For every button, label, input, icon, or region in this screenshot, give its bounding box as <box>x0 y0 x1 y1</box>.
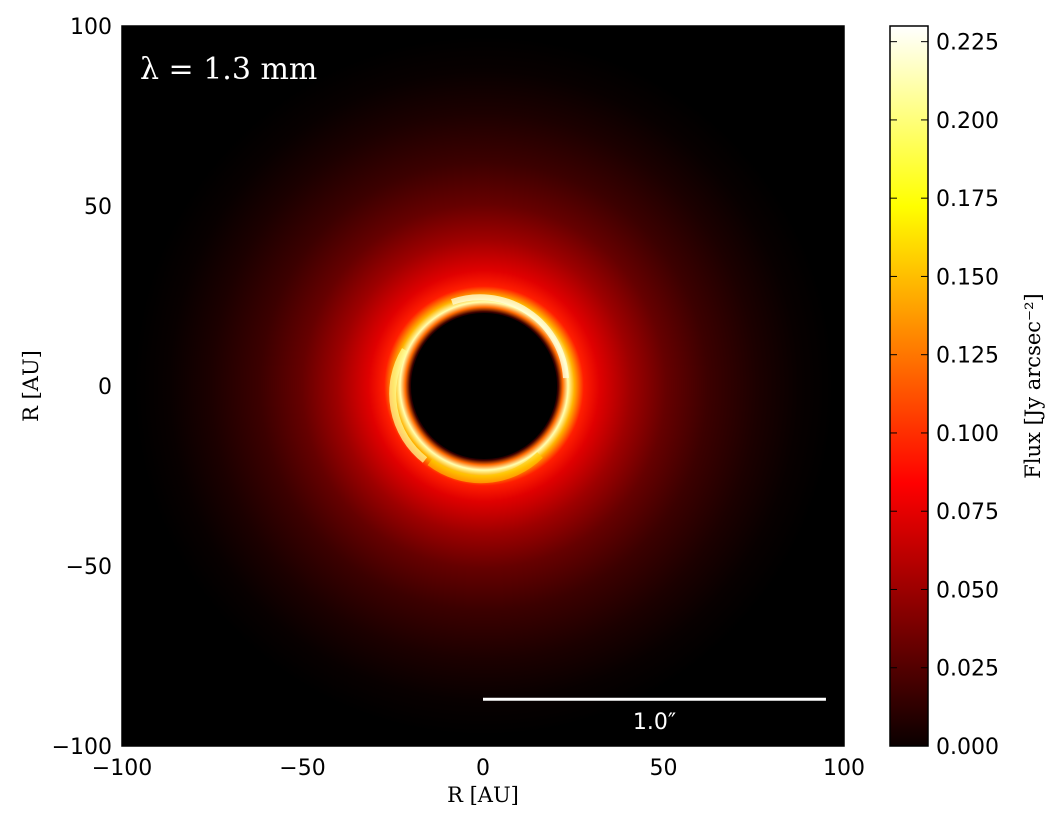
colorbar-tick-label: 0.075 <box>936 500 999 525</box>
colorbar-tick-label: 0.200 <box>936 109 999 134</box>
ring-arc-bottom <box>427 452 543 484</box>
y-axis-label: R [AU] <box>19 350 43 422</box>
colorbar-tick-label: 0.125 <box>936 344 999 369</box>
x-axis-ticks: −100 −50 0 50 100 <box>92 26 865 781</box>
x-axis-label: R [AU] <box>447 783 519 807</box>
colorbar-tick-label: 0.000 <box>936 735 999 760</box>
scale-bar-label: 1.0″ <box>633 710 676 735</box>
x-tick-label: −100 <box>92 756 152 781</box>
central-cavity <box>411 313 557 459</box>
y-axis-ticks: −100 −50 0 50 100 <box>52 15 844 760</box>
x-tick-label: 100 <box>823 756 865 781</box>
y-tick-label: −100 <box>52 735 112 760</box>
x-tick-label: 0 <box>476 756 490 781</box>
wavelength-annotation: λ = 1.3 mm <box>140 52 317 87</box>
y-tick-label: 50 <box>84 195 112 220</box>
y-tick-label: 0 <box>98 375 112 400</box>
colorbar-tick-label: 0.175 <box>936 187 999 212</box>
ring-bright-arc-right <box>451 294 569 379</box>
colorbar-label: Flux [Jy arcsec⁻²] <box>1021 293 1045 478</box>
colorbar-tick-label: 0.225 <box>936 31 999 56</box>
colorbar-tick-label: 0.050 <box>936 578 999 603</box>
y-tick-label: 100 <box>70 15 112 40</box>
y-tick-label: −50 <box>66 555 112 580</box>
colorbar-tick-label: 0.025 <box>936 657 999 682</box>
x-tick-label: −50 <box>279 756 325 781</box>
colorbar-tick-label: 0.100 <box>936 422 999 447</box>
colorbar-ticks: 0.000 0.025 0.050 0.075 0.100 0.125 0.150 0.175… <box>890 31 999 760</box>
x-tick-label: 50 <box>650 756 678 781</box>
colorbar-tick-label: 0.150 <box>936 265 999 290</box>
ring-bright-arc-left <box>389 348 428 463</box>
colorbar <box>889 25 929 747</box>
